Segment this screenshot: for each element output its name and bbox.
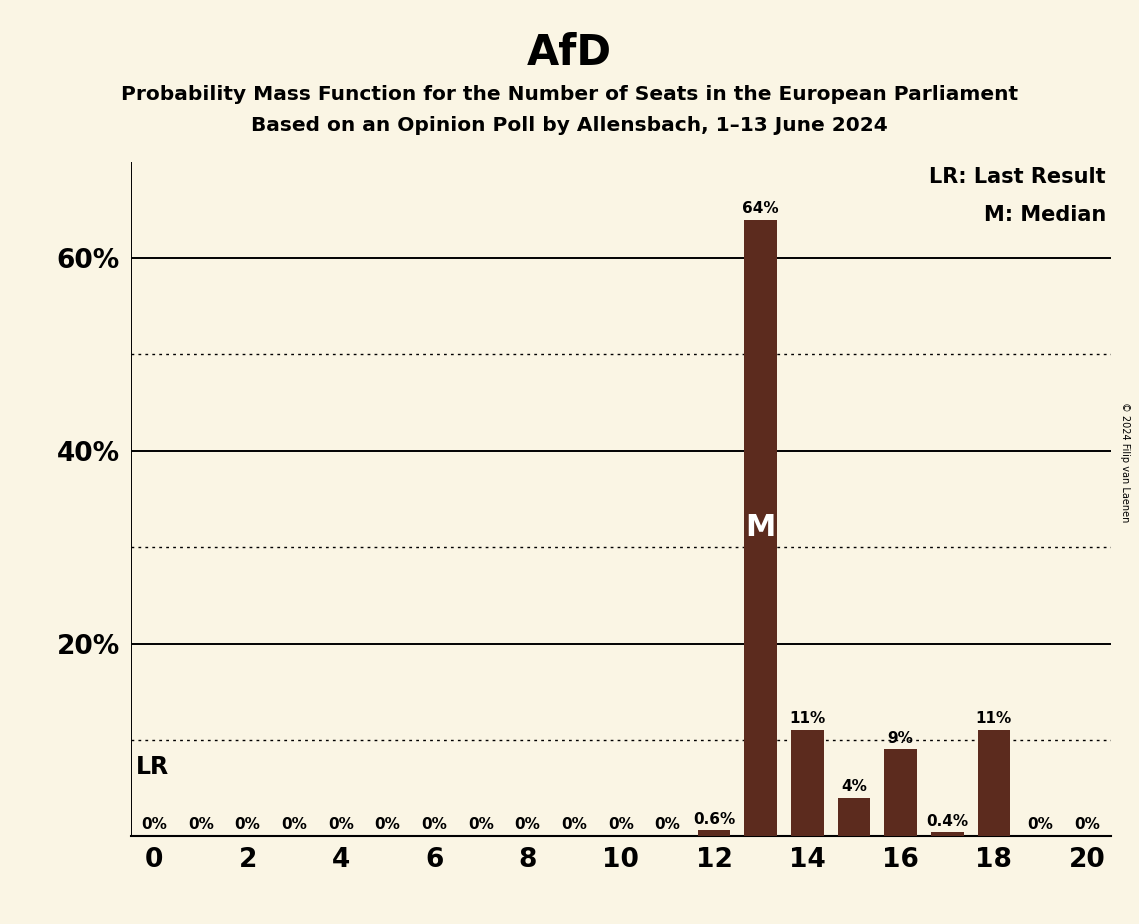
Bar xyxy=(790,730,823,836)
Text: M: M xyxy=(746,514,776,542)
Text: 64%: 64% xyxy=(743,201,779,215)
Text: 0%: 0% xyxy=(468,818,494,833)
Text: M: Median: M: Median xyxy=(984,205,1106,225)
Text: 0%: 0% xyxy=(188,818,214,833)
Text: 0%: 0% xyxy=(1027,818,1054,833)
Text: 0%: 0% xyxy=(421,818,448,833)
Text: LR: Last Result: LR: Last Result xyxy=(929,166,1106,187)
Text: © 2024 Filip van Laenen: © 2024 Filip van Laenen xyxy=(1121,402,1130,522)
Text: 0.4%: 0.4% xyxy=(926,813,968,829)
Text: Probability Mass Function for the Number of Seats in the European Parliament: Probability Mass Function for the Number… xyxy=(121,85,1018,104)
Bar xyxy=(698,831,730,836)
Text: 0%: 0% xyxy=(608,818,633,833)
Bar xyxy=(884,749,917,836)
Text: LR: LR xyxy=(136,755,169,779)
Text: 9%: 9% xyxy=(887,731,913,746)
Bar xyxy=(931,833,964,836)
Text: 0%: 0% xyxy=(655,818,680,833)
Text: 0%: 0% xyxy=(562,818,587,833)
Bar xyxy=(977,730,1010,836)
Text: 0%: 0% xyxy=(515,818,540,833)
Text: 0%: 0% xyxy=(281,818,308,833)
Text: 0%: 0% xyxy=(1074,818,1100,833)
Text: 0%: 0% xyxy=(235,818,261,833)
Text: 0%: 0% xyxy=(328,818,354,833)
Text: 0.6%: 0.6% xyxy=(693,811,735,827)
Text: 4%: 4% xyxy=(841,779,867,794)
Text: 11%: 11% xyxy=(976,711,1013,726)
Bar xyxy=(745,220,777,836)
Bar xyxy=(837,797,870,836)
Text: 0%: 0% xyxy=(375,818,401,833)
Text: 11%: 11% xyxy=(789,711,826,726)
Text: AfD: AfD xyxy=(527,32,612,74)
Text: 0%: 0% xyxy=(141,818,167,833)
Text: Based on an Opinion Poll by Allensbach, 1–13 June 2024: Based on an Opinion Poll by Allensbach, … xyxy=(251,116,888,136)
